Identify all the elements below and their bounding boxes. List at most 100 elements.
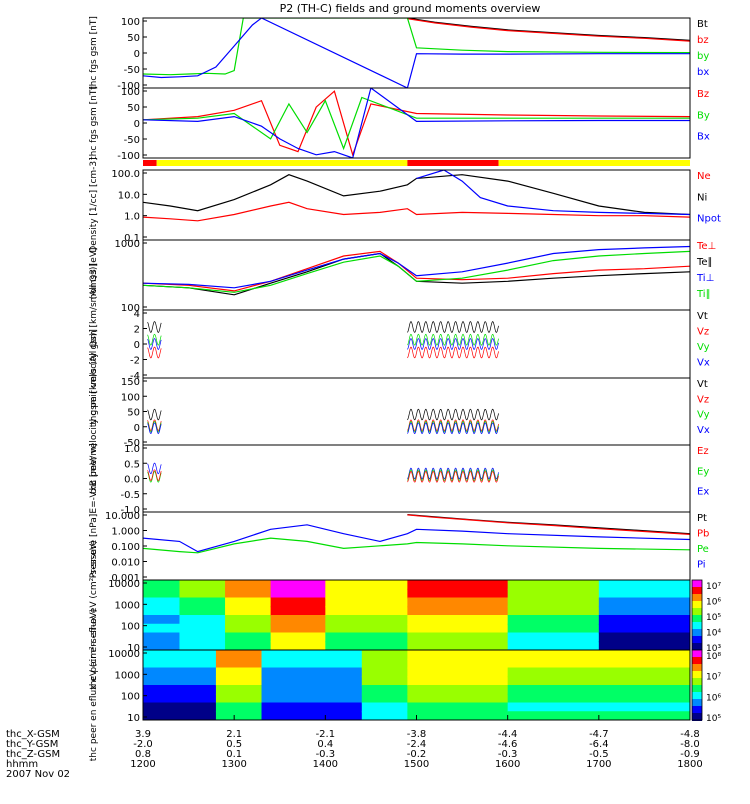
heatmap-cell — [143, 580, 181, 590]
heatmap-cell — [507, 702, 690, 713]
legend-entry: Vt — [697, 311, 708, 322]
heatmap-cell — [407, 693, 509, 704]
x-tick-label: 0.5 — [226, 739, 242, 750]
panel-frame — [142, 444, 691, 513]
y-ticks: 150 100 50 0 -50 — [121, 377, 147, 449]
panel-thc_fgs_gsm_hp: Bz By Bx 100 50 0 -50 -100 thc fgs gsm [nT] — [89, 86, 710, 162]
legend-entry: Bt — [697, 19, 708, 30]
heatmap-cell — [143, 667, 217, 678]
x-tick-label: -2.1 — [316, 729, 336, 740]
series-Vy-line — [147, 333, 162, 346]
x-tick-label: 3.9 — [135, 729, 151, 740]
x-tick-label: 0.4 — [317, 739, 333, 750]
series-Ne-line — [143, 201, 690, 222]
x-row-label: thc_Y-GSM — [6, 739, 58, 750]
legend-entry: Bx — [697, 132, 710, 143]
x-tick-label: 1700 — [586, 759, 611, 770]
heatmap-cell — [407, 650, 509, 660]
y-tick-label: 0.001 — [111, 573, 140, 584]
heatmap-cell — [143, 702, 217, 713]
heatmap-cell — [598, 641, 690, 650]
heatmap-cell — [407, 632, 509, 643]
x-axis: thc_X-GSM 3.9 2.1 -2.1 -3.8 -4.4 -4.7 -4.8 thc_Y… — [6, 715, 703, 770]
x-tick-label: 1800 — [677, 759, 702, 770]
legend-entry: Ni — [697, 192, 707, 203]
series-Npot-line — [416, 170, 690, 216]
x-tick-label: -4.7 — [589, 729, 609, 740]
legend-entry: Pi — [697, 560, 706, 571]
panel-frame — [142, 87, 691, 159]
legend-density: Ne Ni Npot — [697, 171, 721, 225]
date-label: 2007 Nov 02 — [6, 769, 70, 780]
y-axis-label: thc peir en eflux eV (cm²-s-sr-eV) — [89, 540, 99, 689]
x-tick-label: -3.8 — [407, 729, 427, 740]
heatmap-cell — [598, 588, 690, 599]
y-tick-label: -100 — [117, 81, 140, 92]
y-tick-label: 0 — [134, 119, 140, 130]
colorbar-tick-label: 10⁸ — [706, 652, 721, 662]
panel-density: Ne Ni Npot 100.0 10.0 1.0 0.1 Density [1/cc] [c… — [89, 157, 721, 252]
heatmap-cell — [407, 658, 509, 669]
heatmap-peer_eflux — [143, 650, 690, 720]
heatmap-cell — [507, 641, 600, 650]
y-tick-label: 1000 — [115, 670, 140, 681]
heatmap-cell — [225, 597, 272, 608]
heatmap-cell — [507, 650, 690, 660]
y-tick-label: -50 — [124, 65, 140, 76]
y-tick-label: 10000 — [108, 649, 140, 660]
heatmap-cell — [270, 632, 327, 643]
y-axis-label: thc peer velocity gsm [km/s (All Qs)] — [89, 329, 99, 494]
panel-peer_velocity: Vt Vz Vy Vx 150 100 50 0 -50 thc peer velocity gs… — [89, 329, 710, 494]
series-Pe-line — [143, 537, 690, 554]
series-Ti∥-line — [143, 250, 690, 293]
heatmap-cell — [261, 711, 363, 720]
y-tick-label: -50 — [124, 135, 140, 146]
series-Te∥-line — [143, 252, 690, 296]
panel-frame — [142, 17, 691, 89]
series-group — [147, 462, 499, 483]
heatmap-cell — [270, 623, 327, 634]
legend-entry: Ne — [697, 171, 711, 182]
x-row-label: hhmm — [6, 759, 38, 770]
colorbar-tick-label: 10⁵ — [706, 613, 721, 623]
legend-entry: Ti∥ — [696, 289, 711, 300]
legend-entry: By — [697, 110, 710, 121]
status-segment-0 — [143, 160, 157, 166]
heatmap-cell — [143, 632, 181, 643]
heatmap-cell — [507, 623, 600, 634]
series-group — [143, 170, 690, 222]
x-tick-label: -0.3 — [316, 749, 336, 760]
x-tick-label: -4.6 — [498, 739, 518, 750]
series-Ex-line — [147, 462, 162, 475]
colorbar-swatch — [692, 685, 702, 693]
colorbar-swatch — [692, 580, 702, 588]
series-Vt-line — [407, 321, 499, 333]
colorbar-tick-label: 10³ — [706, 644, 721, 654]
y-ticks: 100.0 10.0 1.0 0.1 — [111, 169, 147, 244]
heatmap-cell — [598, 623, 690, 634]
series-group — [143, 18, 690, 88]
legend-entry: Vz — [697, 394, 709, 405]
status-segment-1 — [156, 160, 408, 166]
heatmap-cell — [215, 693, 263, 704]
y-tick-label: 0.5 — [124, 459, 140, 470]
x-tick-label: -0.5 — [589, 749, 609, 760]
colorbar-swatch — [692, 699, 702, 707]
y-tick-label: 100 — [121, 17, 140, 28]
heatmap-cell — [325, 615, 409, 625]
y-tick-label: 0 — [134, 423, 140, 434]
legend-entry: Ti⊥ — [696, 273, 714, 284]
series-Vx-line — [407, 422, 499, 435]
legend-entry: bx — [697, 67, 709, 78]
series-Vt-line — [147, 408, 162, 421]
y-ticks: 10000 1000 100 10 — [108, 579, 147, 654]
y-ticks: 1.0 0.5 0.0 -0.5 -1.0 — [120, 444, 147, 516]
x-tick-label: -0.9 — [680, 749, 700, 760]
y-tick-label: 0.1 — [124, 233, 140, 244]
y-tick-label: 4 — [134, 309, 140, 320]
heatmap-cell — [407, 667, 509, 678]
y-tick-label: 150 — [121, 377, 140, 388]
y-tick-label: 50 — [127, 33, 140, 44]
colorbar-swatch — [692, 678, 702, 686]
x-tick-label: 1600 — [495, 759, 520, 770]
